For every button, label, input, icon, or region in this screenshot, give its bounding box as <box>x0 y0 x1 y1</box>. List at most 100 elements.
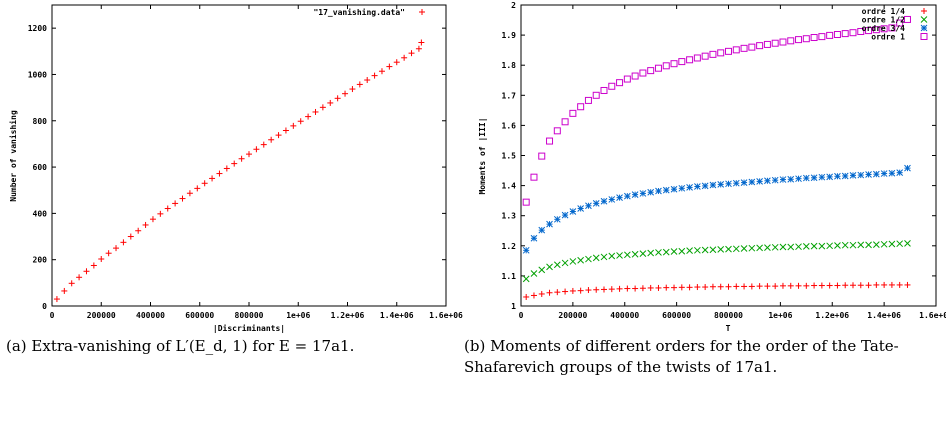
data-point-b <box>616 285 623 292</box>
data-point-b <box>561 211 569 219</box>
y-axis-label-b: Moments of |III| <box>478 117 487 194</box>
y-axis-ticks-a: 0 200 400 600 800 1000 1200 <box>28 24 446 311</box>
data-point-a <box>364 77 371 84</box>
data-point-b <box>709 246 717 254</box>
a-ytick-label: 800 <box>33 117 48 126</box>
legend-label-b: ordre 1 <box>871 33 905 42</box>
data-point-b <box>865 27 873 35</box>
data-point-b <box>655 249 662 256</box>
data-point-b <box>748 283 755 290</box>
data-point-b <box>655 187 662 195</box>
data-point-a <box>113 245 120 252</box>
data-point-a <box>172 200 179 207</box>
chart-moments: 0 200000 400000 600000 800000 1e+06 1.2e+06 1.4… <box>478 1 946 333</box>
data-point-a <box>142 221 149 228</box>
data-point-b <box>849 29 857 37</box>
data-point-b <box>803 282 810 289</box>
data-point-b <box>678 247 686 255</box>
legend-marker-a-symbol <box>419 9 425 15</box>
a-xtick-label: 400000 <box>136 311 165 320</box>
data-point-b <box>538 266 546 274</box>
data-point-b <box>756 244 763 252</box>
data-point-b <box>663 284 670 291</box>
data-point-b <box>577 103 585 111</box>
data-point-b <box>741 283 748 290</box>
data-point-b <box>865 171 872 178</box>
data-point-b <box>670 248 678 255</box>
data-point-b <box>608 82 616 90</box>
data-point-b <box>592 254 600 262</box>
data-point-b <box>709 283 716 290</box>
data-point-b <box>623 251 631 259</box>
data-point-b <box>771 176 779 184</box>
b-xtick-label: 1.2e+06 <box>815 311 849 320</box>
data-point-b <box>881 281 888 288</box>
data-point-a <box>98 255 105 262</box>
data-point-a <box>209 175 216 182</box>
series-b-3 <box>522 15 911 206</box>
data-point-a <box>378 68 385 75</box>
data-point-b <box>764 244 771 251</box>
a-ytick-label: 1000 <box>28 70 47 79</box>
data-point-a <box>127 233 134 240</box>
data-point-b <box>686 284 693 291</box>
data-point-a <box>83 268 90 275</box>
data-point-b <box>802 243 810 250</box>
a-xtick-label: 800000 <box>235 311 264 320</box>
data-point-b <box>872 170 880 178</box>
data-point-b <box>530 173 538 181</box>
data-point-b <box>577 205 585 212</box>
data-point-b <box>811 282 818 289</box>
data-point-a <box>349 86 356 93</box>
data-point-b <box>896 240 904 248</box>
data-point-b <box>671 284 678 291</box>
b-ytick-label: 1.4 <box>502 182 517 191</box>
data-point-b <box>670 185 678 193</box>
data-point-a <box>312 108 319 115</box>
data-point-a <box>186 190 193 197</box>
data-point-b <box>569 208 577 215</box>
data-point-b <box>732 46 740 54</box>
data-point-b <box>857 27 865 35</box>
data-point-b <box>616 252 623 259</box>
data-point-a <box>334 95 341 102</box>
data-point-b <box>732 245 740 253</box>
x-axis-label-b: T <box>726 324 731 333</box>
data-point-b <box>865 282 872 289</box>
data-point-b <box>818 242 826 250</box>
data-point-b <box>530 292 537 299</box>
b-ytick-label: 2 <box>511 1 516 10</box>
data-point-b <box>896 169 904 177</box>
data-point-b <box>779 38 787 46</box>
data-point-a <box>164 205 171 212</box>
data-point-b <box>725 47 732 55</box>
data-point-b <box>553 215 561 223</box>
legend-marker-b <box>920 16 928 23</box>
data-point-b <box>826 173 834 181</box>
data-point-a <box>68 280 75 287</box>
plot-frame-b <box>520 4 937 307</box>
a-xtick-label: 1.2e+06 <box>331 311 365 320</box>
data-point-b <box>740 245 748 252</box>
data-point-a <box>415 45 422 52</box>
legend-marker-b <box>920 24 928 32</box>
data-point-a <box>371 72 378 79</box>
data-point-b <box>530 234 538 242</box>
data-point-b <box>787 243 795 251</box>
caption-a: (a) Extra-vanishing of L′(E_d, 1) for E … <box>6 337 355 355</box>
data-point-b <box>748 244 756 252</box>
data-point-b <box>888 24 896 32</box>
b-ytick-label: 1.8 <box>502 61 517 70</box>
data-point-a <box>260 141 267 148</box>
data-point-b <box>694 246 701 254</box>
data-point-a <box>179 195 186 202</box>
data-point-b <box>834 242 841 249</box>
data-point-b <box>608 196 616 203</box>
data-point-b <box>616 79 624 87</box>
data-point-b <box>873 281 880 288</box>
data-point-a <box>386 63 393 70</box>
data-point-a <box>393 59 400 66</box>
legend-label-a: "17_vanishing.data" <box>313 7 405 17</box>
data-point-b <box>562 288 569 295</box>
data-point-b <box>857 282 864 289</box>
